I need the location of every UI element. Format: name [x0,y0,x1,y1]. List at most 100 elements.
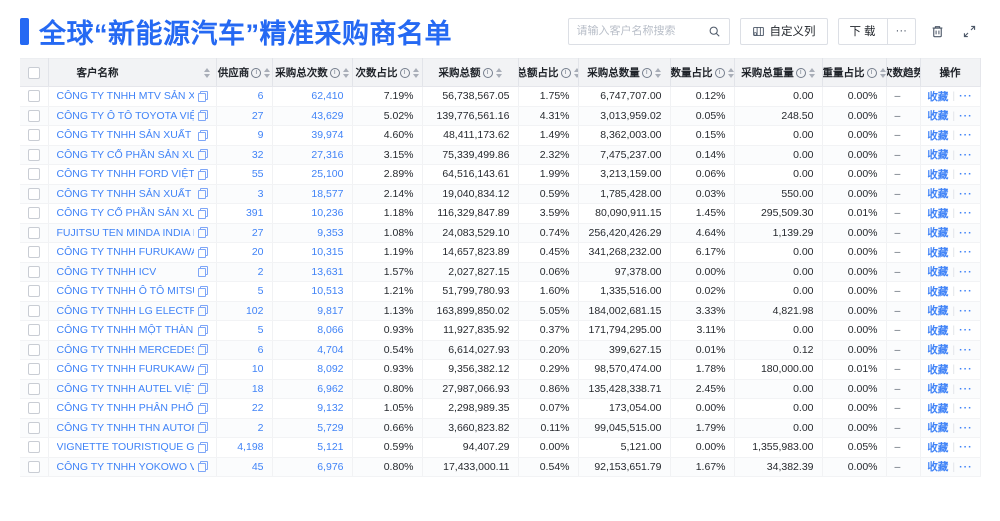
copy-icon[interactable] [197,266,208,278]
column-header-qty_pct[interactable]: 数量占比 i [670,58,735,87]
favorite-button[interactable]: 收藏 [927,285,949,298]
row-more-button[interactable]: ··· [959,246,973,259]
row-checkbox[interactable] [28,304,40,317]
row-more-button[interactable]: ··· [959,382,973,395]
supplier-count-link[interactable]: 391 [245,207,264,220]
supplier-count-link[interactable]: 3 [257,187,264,200]
supplier-count-link[interactable]: 32 [251,148,264,161]
info-icon[interactable]: i [329,67,340,78]
row-checkbox[interactable] [28,441,40,454]
column-header-sup[interactable]: 供应商 i [216,58,273,87]
supplier-count-link[interactable]: 20 [251,246,264,259]
sort-icon[interactable] [727,67,733,78]
favorite-button[interactable]: 收藏 [927,227,949,240]
customer-name-link[interactable]: CÔNG TY TNHH AUTEL VIỆT N... [56,382,194,395]
supplier-count-link[interactable]: 45 [251,460,264,473]
favorite-button[interactable]: 收藏 [927,344,949,357]
sort-icon[interactable] [342,67,349,78]
copy-icon[interactable] [197,207,208,219]
select-all-checkbox[interactable] [27,66,40,79]
copy-icon[interactable] [197,129,208,141]
purchase-count-link[interactable]: 9,353 [317,226,344,239]
customer-name-link[interactable]: CÔNG TY TNHH Ô TÔ MITSUBI... [56,285,194,298]
supplier-count-link[interactable]: 102 [245,304,264,317]
sort-icon[interactable] [808,67,815,78]
row-more-button[interactable]: ··· [959,402,973,415]
row-checkbox[interactable] [28,129,40,142]
row-more-button[interactable]: ··· [959,441,973,454]
copy-icon[interactable] [197,168,208,180]
customer-name-link[interactable]: CÔNG TY TNHH FURUKAWA A... [56,246,194,259]
info-icon[interactable]: i [560,67,571,78]
row-more-button[interactable]: ··· [959,129,973,142]
info-icon[interactable]: i [714,67,725,78]
sort-icon[interactable] [264,67,271,78]
row-more-button[interactable]: ··· [959,168,973,181]
favorite-button[interactable]: 收藏 [927,422,949,435]
purchase-count-link[interactable]: 5,729 [317,421,344,434]
purchase-count-link[interactable]: 5,121 [317,441,344,454]
customer-name-link[interactable]: CÔNG TY TNHH FORD VIỆT NAM [56,168,194,181]
copy-icon[interactable] [197,110,208,122]
column-header-cnt[interactable]: 采购总次数 i [272,58,353,87]
column-header-qty[interactable]: 采购总数量 i [578,58,671,87]
supplier-count-link[interactable]: 27 [251,109,264,122]
purchase-count-link[interactable]: 8,092 [317,363,344,376]
purchase-count-link[interactable]: 6,976 [317,460,344,473]
customer-name-link[interactable]: CÔNG TY TNHH ICV [56,265,157,278]
supplier-count-link[interactable]: 9 [257,129,264,142]
supplier-count-link[interactable]: 22 [251,402,264,415]
supplier-count-link[interactable]: 55 [251,168,264,181]
purchase-count-link[interactable]: 4,704 [317,343,344,356]
row-checkbox[interactable] [28,382,40,395]
customize-columns-button[interactable]: 自定义列 [739,17,828,45]
info-icon[interactable]: i [482,67,493,78]
supplier-count-link[interactable]: 5 [257,285,264,298]
supplier-count-link[interactable]: 27 [251,226,264,239]
copy-icon[interactable] [197,227,208,239]
purchase-count-link[interactable]: 25,100 [311,168,344,181]
supplier-count-link[interactable]: 2 [257,265,264,278]
customer-name-link[interactable]: CÔNG TY TNHH LG ELECTRON... [56,304,194,317]
purchase-count-link[interactable]: 10,315 [311,246,344,259]
copy-icon[interactable] [197,90,208,102]
supplier-count-link[interactable]: 5 [257,324,264,337]
row-more-button[interactable]: ··· [959,109,973,122]
supplier-count-link[interactable]: 2 [257,421,264,434]
sort-icon[interactable] [495,67,502,78]
customer-name-link[interactable]: CÔNG TY TNHH THN AUTOPAR... [56,421,194,434]
favorite-button[interactable]: 收藏 [927,246,949,259]
purchase-count-link[interactable]: 18,577 [311,187,344,200]
row-more-button[interactable]: ··· [959,265,973,278]
copy-icon[interactable] [197,324,208,336]
favorite-button[interactable]: 收藏 [927,402,949,415]
column-header-cnt_pct[interactable]: 次数占比 i [352,58,423,87]
supplier-count-link[interactable]: 10 [251,363,264,376]
row-checkbox[interactable] [28,90,40,103]
sort-icon[interactable] [654,67,661,78]
sort-icon[interactable] [879,67,885,78]
row-more-button[interactable]: ··· [959,90,973,103]
purchase-count-link[interactable]: 62,410 [311,90,344,103]
purchase-count-link[interactable]: 9,817 [317,304,344,317]
row-checkbox[interactable] [28,187,40,200]
purchase-count-link[interactable]: 13,631 [311,265,344,278]
customer-name-link[interactable]: CÔNG TY TNHH MỘT THÀNH V... [56,324,194,337]
sort-icon[interactable] [203,67,210,78]
customer-search-box[interactable] [567,17,730,45]
favorite-button[interactable]: 收藏 [927,324,949,337]
supplier-count-link[interactable]: 18 [251,382,264,395]
purchase-count-link[interactable]: 43,629 [311,109,344,122]
favorite-button[interactable]: 收藏 [927,266,949,279]
purchase-count-link[interactable]: 10,236 [311,207,344,220]
row-more-button[interactable]: ··· [959,363,973,376]
info-icon[interactable]: i [399,67,410,78]
copy-icon[interactable] [197,188,208,200]
customer-name-link[interactable]: CÔNG TY TNHH YOKOWO VIỆT... [56,460,194,473]
copy-icon[interactable] [197,246,208,258]
supplier-count-link[interactable]: 6 [257,90,264,103]
copy-icon[interactable] [197,441,208,453]
column-header-name[interactable]: 客户名称 [48,58,217,87]
customer-name-link[interactable]: CÔNG TY CỔ PHẦN SẢN XUẤT... [56,207,194,220]
row-checkbox[interactable] [28,226,40,239]
